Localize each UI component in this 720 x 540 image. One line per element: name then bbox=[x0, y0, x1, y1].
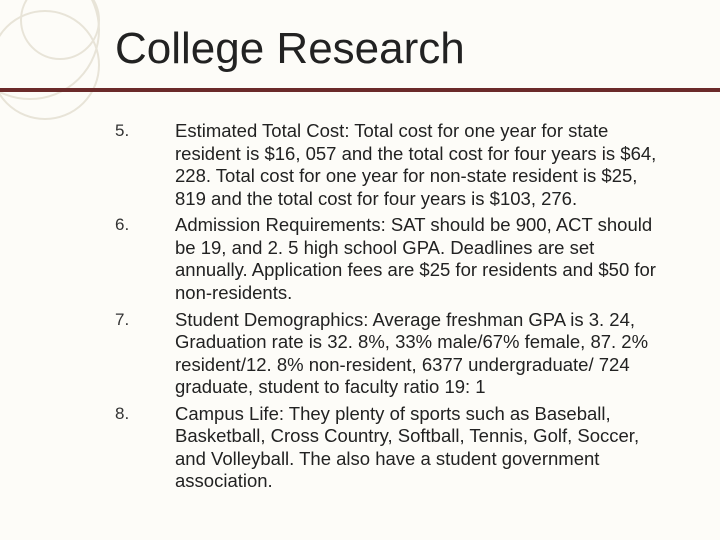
list-text: Student Demographics: Average freshman G… bbox=[175, 309, 670, 399]
list-item: 8. Campus Life: They plenty of sports su… bbox=[115, 403, 670, 493]
list-text: Campus Life: They plenty of sports such … bbox=[175, 403, 670, 493]
list-text: Admission Requirements: SAT should be 90… bbox=[175, 214, 670, 304]
list-number: 6. bbox=[115, 214, 175, 304]
list-number: 7. bbox=[115, 309, 175, 399]
page-title: College Research bbox=[115, 24, 465, 74]
list-item: 5. Estimated Total Cost: Total cost for … bbox=[115, 120, 670, 210]
list-text: Estimated Total Cost: Total cost for one… bbox=[175, 120, 670, 210]
list-item: 6. Admission Requirements: SAT should be… bbox=[115, 214, 670, 304]
list-number: 5. bbox=[115, 120, 175, 210]
title-underline bbox=[0, 88, 720, 92]
list-number: 8. bbox=[115, 403, 175, 493]
content-list: 5. Estimated Total Cost: Total cost for … bbox=[115, 120, 670, 497]
list-item: 7. Student Demographics: Average freshma… bbox=[115, 309, 670, 399]
